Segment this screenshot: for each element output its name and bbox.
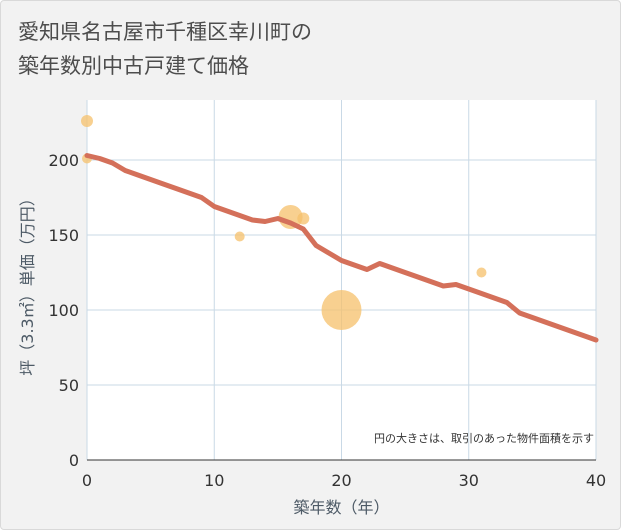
- trend-line-group: [84, 153, 599, 343]
- chart-title: 愛知県名古屋市千種区幸川町の 築年数別中古戸建て価格: [18, 15, 578, 83]
- chart-title-line-2: 築年数別中古戸建て価格: [18, 54, 249, 78]
- y-tick-label: 50: [59, 376, 79, 395]
- scatter-point: [81, 115, 93, 127]
- y-tick-label: 200: [48, 151, 79, 170]
- y-axis-title: 坪（3.3㎡）単価（万円）: [18, 190, 37, 375]
- y-tick-label: 0: [69, 451, 79, 470]
- trend-line: [84, 153, 599, 343]
- scatter-point: [297, 212, 310, 225]
- y-tick-label: 100: [48, 301, 79, 320]
- x-tick-label: 10: [204, 471, 224, 490]
- x-tick-label: 20: [331, 471, 351, 490]
- x-tick-label: 0: [82, 471, 92, 490]
- x-tick-label: 30: [459, 471, 479, 490]
- scatter-point: [234, 231, 245, 242]
- scatter-point: [321, 290, 362, 330]
- x-tick-label: 40: [586, 471, 606, 490]
- size-legend-note: 円の大きさは、取引のあった物件面積を示す: [374, 431, 594, 445]
- chart-title-line-1: 愛知県名古屋市千種区幸川町の: [18, 20, 312, 44]
- x-axis-title: 築年数（年）: [293, 498, 389, 517]
- y-tick-label: 150: [48, 226, 79, 245]
- scatter-point: [476, 267, 487, 278]
- axis-ticks: 0 10 20 30 40 0 50 100 150 200: [48, 151, 606, 490]
